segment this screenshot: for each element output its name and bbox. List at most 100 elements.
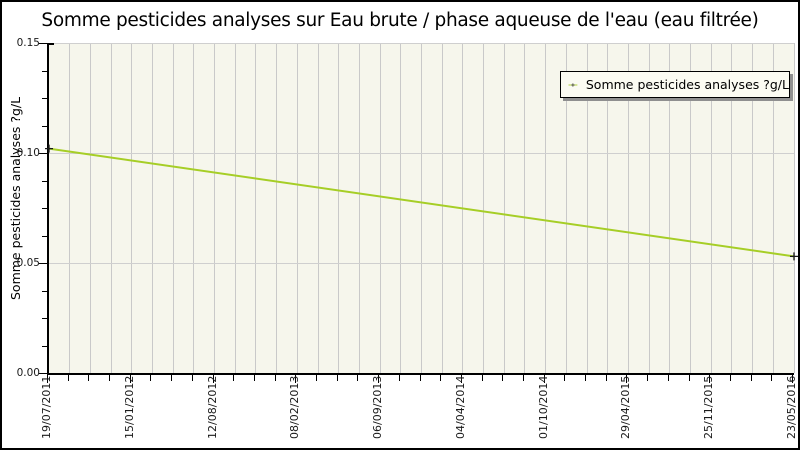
vertical-gridline — [172, 43, 174, 373]
x-axis-tick — [564, 375, 566, 381]
vertical-gridline — [110, 43, 112, 373]
y-axis-tick — [42, 98, 47, 99]
vertical-gridline — [483, 43, 485, 373]
vertical-gridline — [441, 43, 443, 373]
x-axis-tick — [67, 375, 69, 381]
x-axis-tick — [88, 375, 90, 381]
vertical-gridline — [772, 43, 774, 373]
x-axis-tick — [605, 375, 607, 381]
x-axis-tick — [419, 375, 421, 381]
x-axis-tick — [129, 375, 131, 383]
y-tick-label: 0.10 — [16, 146, 40, 159]
x-axis-tick — [522, 375, 524, 381]
y-axis-tick — [39, 373, 47, 374]
x-axis-tick — [460, 375, 462, 383]
data-point-marker — [790, 252, 798, 261]
x-axis-tick — [212, 375, 214, 383]
vertical-gridline — [69, 43, 71, 373]
x-axis-tick — [47, 375, 48, 383]
x-axis-tick — [502, 375, 504, 381]
x-tick-label: 01/10/2014 — [536, 375, 550, 439]
x-axis-tick — [253, 375, 255, 381]
y-axis-tick — [42, 180, 47, 182]
legend: Somme pesticides analyses ?g/L — [560, 71, 790, 98]
vertical-gridline — [338, 43, 340, 373]
x-axis-tick — [233, 375, 235, 381]
x-tick-label: 15/01/2012 — [122, 375, 136, 439]
y-axis-tick — [42, 208, 47, 209]
horizontal-gridline — [49, 263, 794, 264]
vertical-gridline — [193, 43, 195, 373]
vertical-gridline — [89, 43, 91, 373]
vertical-gridline — [731, 43, 733, 373]
x-axis-tick — [295, 375, 297, 383]
series-layer — [45, 144, 798, 261]
x-axis-tick — [150, 375, 152, 381]
vertical-gridline — [627, 43, 629, 373]
x-tick-label: 29/04/2015 — [619, 375, 633, 439]
vertical-gridline — [565, 43, 567, 373]
x-axis-tick — [481, 375, 483, 381]
x-axis-tick — [667, 375, 669, 381]
y-axis-tick — [42, 290, 47, 292]
y-axis-tick — [39, 43, 47, 44]
horizontal-gridline — [49, 43, 794, 44]
y-axis-tick — [42, 318, 47, 319]
vertical-gridline — [296, 43, 298, 373]
x-axis-tick — [109, 375, 111, 381]
x-tick-label: 08/02/2013 — [288, 375, 302, 439]
x-axis-tick — [191, 375, 193, 381]
vertical-gridline — [524, 43, 526, 373]
vertical-gridline — [710, 43, 712, 373]
x-tick-label: 25/11/2015 — [702, 375, 716, 439]
vertical-gridline — [255, 43, 257, 373]
y-axis-tick — [42, 70, 47, 72]
y-axis-tick — [39, 153, 47, 154]
vertical-gridline — [276, 43, 278, 373]
vertical-gridline — [648, 43, 650, 373]
x-axis-tick — [440, 375, 442, 381]
data-point-marker — [45, 144, 53, 153]
vertical-gridline — [752, 43, 754, 373]
horizontal-gridline — [49, 153, 794, 154]
x-axis-tick — [543, 375, 545, 383]
x-axis-tick — [398, 375, 400, 381]
plot-area — [45, 43, 798, 375]
y-axis-tick — [42, 235, 47, 237]
vertical-gridline — [690, 43, 692, 373]
y-tick-label: 0.00 — [16, 366, 40, 379]
legend-label: Somme pesticides analyses ?g/L — [585, 77, 789, 92]
y-axis-title: Somme pesticides analyses ?g/L — [8, 96, 23, 300]
y-tick-label: 0.05 — [16, 256, 40, 269]
y-axis-tick — [42, 345, 47, 347]
x-tick-label: 19/07/2011 — [40, 375, 53, 439]
vertical-gridline — [421, 43, 422, 373]
x-axis-tick — [729, 375, 731, 381]
x-axis-tick — [585, 375, 587, 381]
vertical-gridline — [503, 43, 505, 373]
x-axis-tick — [709, 375, 711, 383]
vertical-gridline — [545, 43, 547, 373]
vertical-gridline — [151, 43, 153, 373]
vertical-gridline — [131, 43, 133, 373]
x-axis-tick — [274, 375, 276, 381]
y-axis-tick — [42, 125, 47, 127]
x-tick-label: 23/05/2016 — [785, 375, 798, 439]
x-axis-tick — [357, 375, 359, 381]
x-axis-tick — [771, 375, 773, 381]
x-tick-label: 12/08/2012 — [205, 375, 219, 439]
vertical-gridline — [793, 43, 795, 373]
vertical-gridline — [607, 43, 609, 373]
x-axis-tick — [626, 375, 628, 383]
vertical-gridline — [234, 43, 236, 373]
vertical-gridline — [586, 43, 588, 373]
x-axis-tick — [792, 375, 793, 383]
x-axis-tick — [171, 375, 173, 381]
x-axis-tick — [336, 375, 338, 381]
x-axis-tick — [378, 375, 380, 383]
x-tick-label: 04/04/2014 — [453, 375, 467, 439]
vertical-gridline — [214, 43, 216, 373]
x-tick-label: 06/09/2013 — [371, 375, 385, 439]
y-axis-tick — [39, 263, 47, 264]
